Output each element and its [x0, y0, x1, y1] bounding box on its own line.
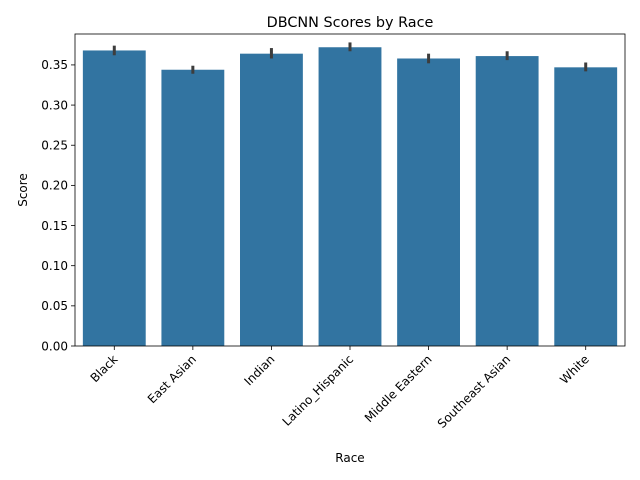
y-axis: 0.00 0.05 0.10 0.15 0.20 0.25 0.30 0.35 [41, 58, 75, 353]
x-tick-label: Indian [241, 352, 277, 388]
bar-white [554, 67, 618, 346]
y-tick-label: 0.35 [41, 58, 68, 72]
error-bars [112, 42, 588, 74]
x-tick-label: Black [88, 352, 121, 385]
chart-title: DBCNN Scores by Race [267, 15, 434, 31]
x-axis-label: Race [335, 451, 364, 465]
x-tick-label: White [557, 352, 592, 387]
bar-latino-hispanic [318, 47, 382, 346]
x-axis: Black East Asian Indian Latino_Hispanic Midd… [88, 346, 592, 431]
bar-indian [240, 53, 303, 347]
y-tick-label: 0.15 [41, 219, 68, 233]
bar-middle-eastern [397, 58, 460, 347]
bar-black [82, 50, 146, 347]
bar-east-asian [161, 69, 225, 346]
x-tick-label: East Asian [145, 352, 199, 406]
x-tick-label: Southeast Asian [435, 352, 514, 431]
y-tick-label: 0.10 [41, 259, 68, 273]
bar-southeast-asian [475, 56, 539, 347]
y-tick-label: 0.05 [41, 299, 68, 313]
y-tick-label: 0.25 [41, 139, 68, 153]
y-tick-label: 0.30 [41, 98, 68, 112]
bars [82, 47, 618, 347]
y-axis-label: Score [16, 173, 30, 207]
x-tick-label: Latino_Hispanic [280, 352, 356, 428]
y-tick-label: 0.00 [41, 339, 68, 353]
y-tick-label: 0.20 [41, 179, 68, 193]
x-tick-label: Middle Eastern [362, 352, 435, 425]
